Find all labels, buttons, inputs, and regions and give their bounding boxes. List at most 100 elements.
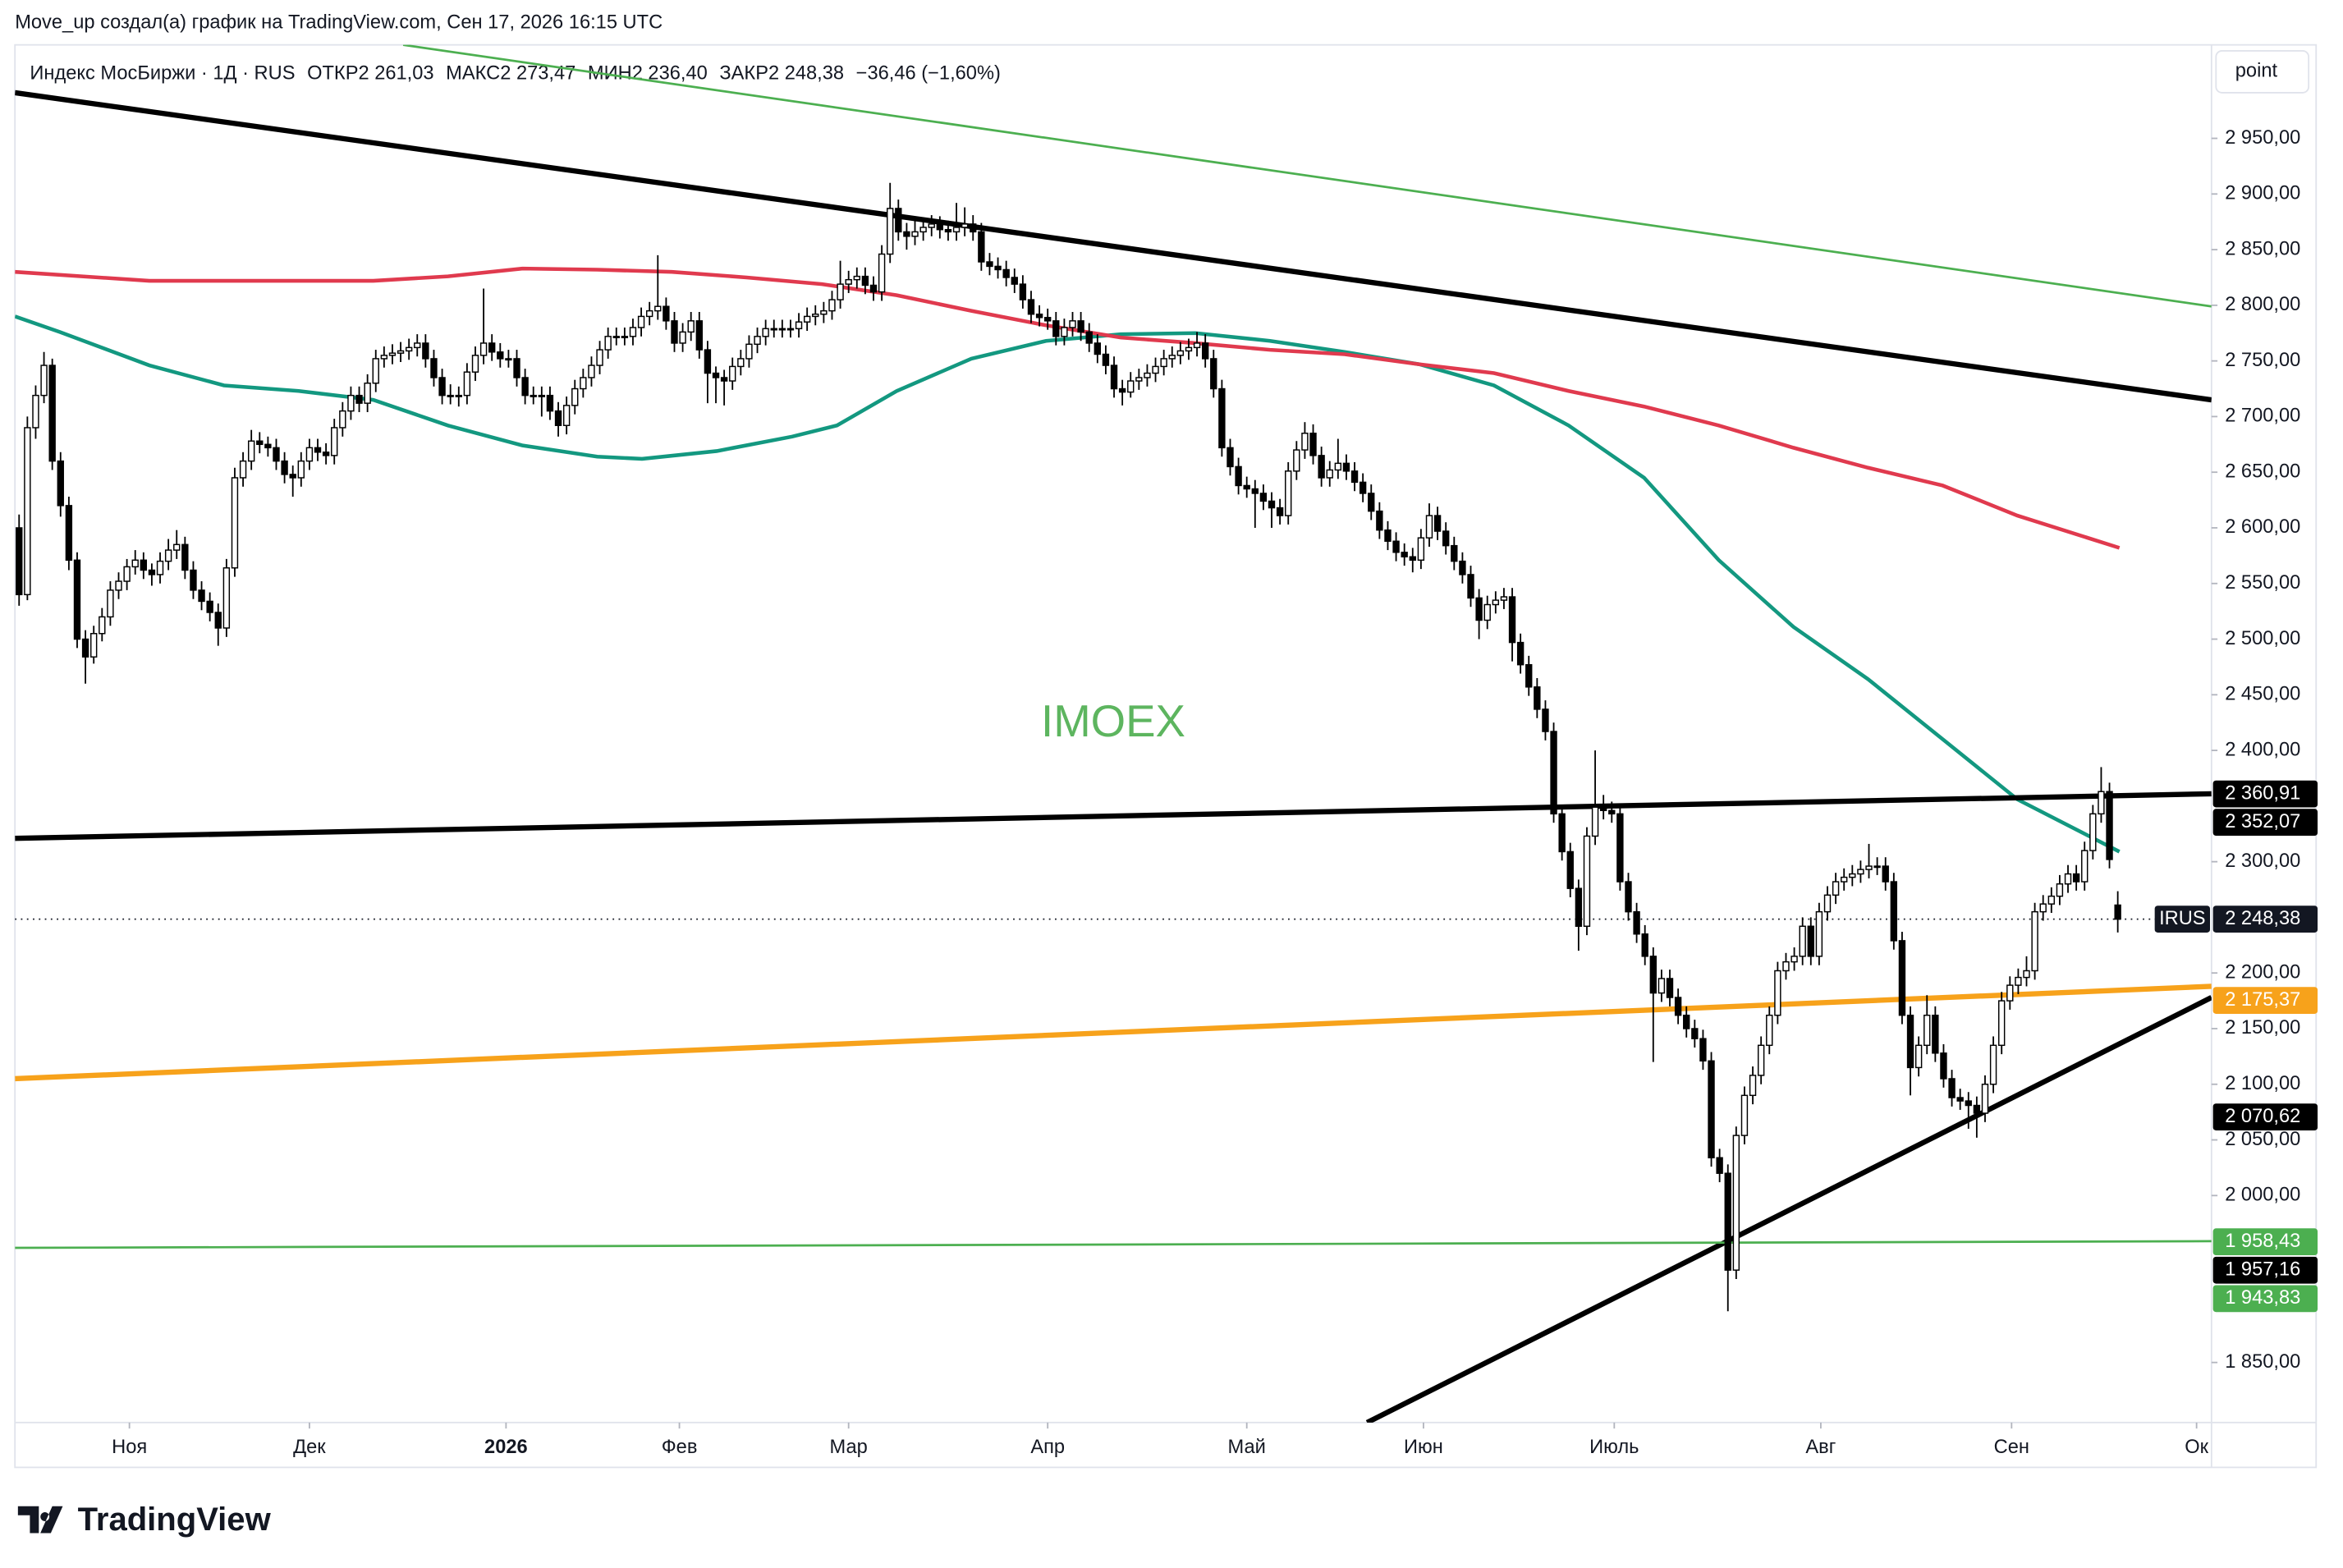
watermark: IMOEX [1041, 696, 1185, 746]
price-label: 1 958,43 [2225, 1231, 2300, 1252]
candle-body [878, 253, 886, 293]
candle-body [2056, 883, 2064, 897]
candle-body [2072, 873, 2080, 883]
y-tick-label: 2 850,00 [2225, 238, 2300, 259]
candle-body [1475, 597, 1483, 621]
price-label: 2 175,37 [2225, 989, 2300, 1011]
candle-body [1898, 940, 1906, 1016]
candle-body [1002, 268, 1010, 278]
candle-body [1989, 1044, 1997, 1085]
candle-body [1633, 910, 1640, 935]
candle-body [1160, 358, 1167, 368]
legend-change: −36,46 (−1,60%) [856, 63, 1001, 85]
candle-body [73, 559, 81, 640]
candle-body [1368, 493, 1375, 512]
unit-label[interactable]: point [2235, 61, 2278, 82]
candle-body [1599, 806, 1607, 812]
trend-line [15, 89, 2212, 403]
candle-body [1027, 299, 1035, 315]
candle-body [1392, 540, 1400, 553]
y-tick-label: 2 100,00 [2225, 1073, 2300, 1094]
candle-body [2039, 903, 2047, 913]
candle-body [1011, 277, 1018, 285]
candle-body [2106, 791, 2113, 860]
candle-body [1732, 1135, 1740, 1271]
candle-body [32, 394, 39, 429]
price-label: 1 957,16 [2225, 1259, 2300, 1280]
candle-body [1525, 663, 1533, 688]
unit-button[interactable] [2215, 50, 2310, 94]
y-tick-label: 2 700,00 [2225, 406, 2300, 427]
legend-field: МАКС [446, 63, 500, 85]
candle-body [1965, 1100, 1972, 1107]
candle-body [90, 633, 98, 658]
candle-body [1350, 470, 1359, 484]
candle-body [952, 227, 961, 233]
candle-body [322, 452, 330, 456]
price-label-box [2212, 1256, 2318, 1284]
candle-body [1973, 1104, 1981, 1114]
candle-body [430, 358, 438, 378]
candle-body [479, 342, 488, 356]
candle-body [1616, 813, 1624, 883]
price-tag: IRUS [2159, 908, 2206, 929]
candle-body [455, 394, 462, 397]
candle-body [397, 350, 405, 354]
trend-line [402, 44, 2212, 308]
candle-body [687, 320, 695, 333]
candle-body [1243, 484, 1250, 490]
candle-body [538, 394, 546, 397]
x-tick-label: Июн [1404, 1437, 1443, 1458]
plot-area [15, 44, 2212, 1423]
candle-body [1790, 956, 1798, 963]
candle-body [2114, 904, 2121, 920]
candle-body [1483, 603, 1491, 621]
candle-body [1127, 380, 1135, 393]
candle-body [729, 365, 736, 382]
candle-body [2089, 813, 2097, 851]
legend-value: 2 261,03 [358, 63, 433, 85]
candle-body [978, 231, 985, 263]
candle-body [1433, 515, 1442, 532]
candle-body [16, 527, 23, 596]
candle-body [1774, 970, 1781, 1016]
candle-body [588, 364, 595, 378]
candle-body [1516, 641, 1525, 666]
candle-body [1326, 469, 1333, 479]
candle-body [264, 443, 272, 449]
price-label-box [2212, 1228, 2318, 1256]
price-label: 2 352,07 [2225, 811, 2300, 832]
candle-body [1401, 552, 1408, 557]
candle-body [1649, 956, 1657, 994]
candle-body [513, 358, 520, 378]
candle-body [637, 315, 645, 328]
candle-body [1118, 387, 1126, 393]
candle-body [347, 394, 355, 412]
price-label-box [2212, 905, 2318, 933]
candle-body [1981, 1084, 1989, 1114]
legend-symbol: Индекс МосБиржи · 1Д · RUS [30, 63, 295, 85]
candle-body [1799, 925, 1806, 957]
x-tick-label: Сен [1994, 1437, 2029, 1458]
candle-body [1566, 850, 1574, 889]
candle-body [364, 383, 371, 404]
candle-body [1276, 507, 1284, 516]
candle-body [795, 321, 803, 330]
candle-body [580, 377, 587, 390]
candle-body [2015, 976, 2022, 986]
candle-body [99, 616, 106, 635]
candle-body [297, 460, 305, 479]
candle-body [463, 371, 471, 397]
candle-body [1451, 544, 1458, 562]
candle-body [1841, 876, 1848, 883]
candle-body [1849, 873, 1856, 878]
candle-body [554, 410, 562, 426]
candle-body [239, 460, 247, 479]
candle-body [1575, 887, 1583, 927]
candle-body [2081, 850, 2089, 883]
x-tick-label: Июль [1589, 1437, 1639, 1458]
candle-body [1641, 933, 1648, 957]
y-tick-label: 2 950,00 [2225, 127, 2300, 149]
candle-body [273, 447, 280, 462]
